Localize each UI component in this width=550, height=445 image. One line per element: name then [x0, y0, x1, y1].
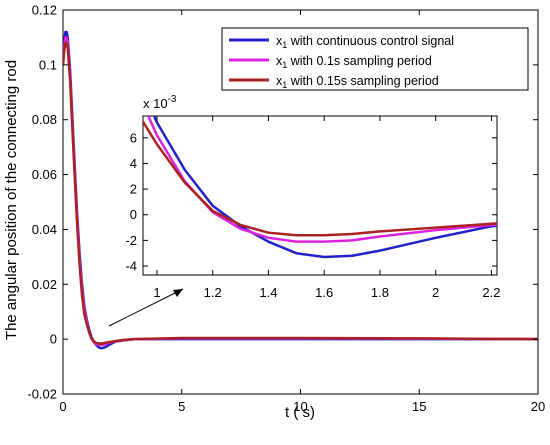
y-tick-label: 0.12 [32, 3, 57, 18]
x-tick-label: 15 [412, 399, 426, 414]
inset-y-exponent-power: -3 [168, 94, 177, 105]
zoom-arrow [108, 288, 184, 327]
x-tick-label: 2.2 [482, 285, 500, 300]
y-axis-label: The angular position of the connecting r… [3, 60, 20, 340]
y-tick-label: 0.06 [32, 167, 57, 182]
inset-series-group [143, 116, 497, 259]
inset-y-exponent: x 10-3 [143, 94, 177, 111]
main-ticks [62, 9, 539, 395]
y-tick-label: 0.1 [39, 57, 57, 72]
legend-label-01s: x1 with 0.1s sampling period [276, 54, 432, 70]
main-x-tick-labels: 0 5 10 15 20 [59, 399, 545, 414]
x-axis-label: t ( s) [285, 404, 315, 421]
y-tick-label: 4 [130, 156, 137, 171]
y-tick-label: 0 [50, 332, 57, 347]
y-tick-label: 0.02 [32, 277, 57, 292]
inset-plot-area [142, 115, 498, 276]
inset-ticks [143, 116, 497, 275]
legend-label-015s: x1 with 0.15s sampling period [276, 74, 439, 90]
y-tick-label: 6 [130, 130, 137, 145]
y-tick-label: -4 [125, 259, 137, 274]
legend: x1 with continuous control signal x1 wit… [221, 27, 529, 91]
series-line-0 [152, 116, 497, 259]
main-y-tick-labels: -0.02 0 0.02 0.04 0.06 0.08 0.1 0.12 [27, 3, 57, 402]
y-tick-label: -0.02 [27, 387, 57, 402]
x-tick-label: 1.8 [371, 285, 389, 300]
legend-label-continuous: x1 with continuous control signal [276, 34, 454, 50]
x-tick-label: 0 [59, 399, 66, 414]
x-tick-label: 10 [293, 399, 307, 414]
y-tick-label: 2 [130, 182, 137, 197]
x-tick-label: 1 [153, 285, 160, 300]
x-tick-label: 1.4 [259, 285, 277, 300]
inset-x-tick-labels: 1 1.2 1.4 1.6 1.8 2 2.2 [153, 285, 500, 300]
inset-y-tick-labels: -4 -2 0 2 4 6 [125, 130, 137, 273]
y-tick-label: -2 [125, 233, 137, 248]
inset-y-exponent-base: x 10 [143, 96, 168, 111]
x-tick-label: 2 [432, 285, 439, 300]
y-tick-label: 0 [130, 207, 137, 222]
x-tick-label: 5 [178, 399, 185, 414]
x-tick-label: 1.6 [315, 285, 333, 300]
x-tick-label: 20 [531, 399, 545, 414]
main-series-group [63, 30, 538, 350]
zoom-arrow-head [173, 289, 183, 297]
legend-box [221, 27, 529, 91]
y-tick-label: 0.04 [32, 222, 57, 237]
series-line-2 [143, 119, 497, 237]
y-tick-label: 0.08 [32, 112, 57, 127]
series-line-2 [63, 41, 538, 345]
x-tick-label: 1.2 [204, 285, 222, 300]
